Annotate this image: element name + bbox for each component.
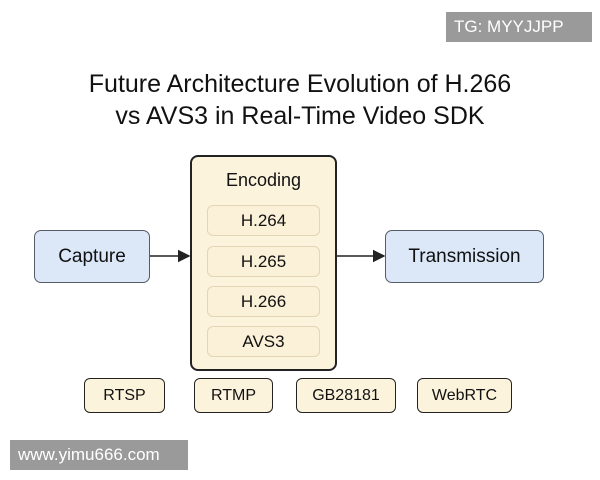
watermark-bottom-left: www.yimu666.com (10, 440, 188, 470)
protocol-gb28181: GB28181 (296, 378, 396, 413)
title-line-2: vs AVS3 in Real-Time Video SDK (115, 102, 485, 130)
transmission-box: Transmission (385, 230, 544, 283)
codec-h264: H.264 (207, 205, 320, 236)
protocol-rtmp: RTMP (194, 378, 273, 413)
watermark-top-right: TG: MYYJJPP (446, 12, 592, 42)
codec-h265: H.265 (207, 246, 320, 277)
encoding-label: Encoding (225, 170, 302, 190)
protocol-rtsp: RTSP (84, 378, 165, 413)
codec-avs3: AVS3 (207, 326, 320, 357)
title-line-1: Future Architecture Evolution of H.266 (88, 70, 512, 98)
capture-box: Capture (34, 230, 150, 283)
protocol-webrtc: WebRTC (417, 378, 512, 413)
codec-h266: H.266 (207, 286, 320, 317)
diagram-title: Future Architecture Evolution of H.266 v… (0, 68, 600, 132)
